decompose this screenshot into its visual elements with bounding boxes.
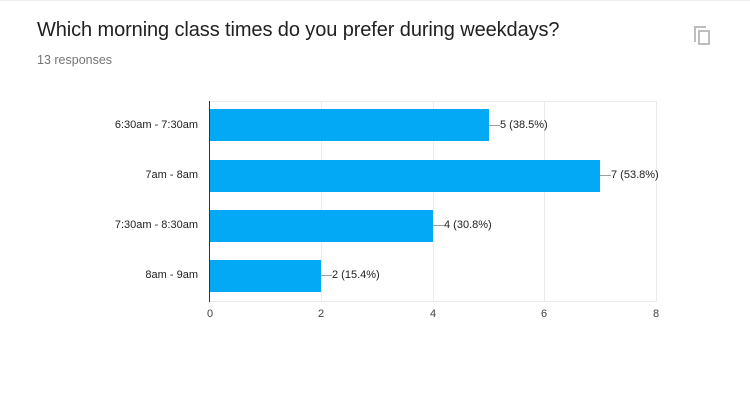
bar-7-30am-8-30am[interactable]	[210, 210, 433, 242]
copy-icon	[694, 26, 710, 45]
data-label: 7 (53.8%)	[611, 169, 659, 181]
leader-line	[600, 175, 611, 176]
x-tick-label: 2	[317, 308, 325, 320]
gridline-6	[544, 101, 545, 301]
x-tick-label: 4	[429, 308, 437, 320]
data-label: 4 (30.8%)	[444, 219, 492, 231]
category-label: 8am - 9am	[145, 269, 198, 281]
leader-line	[489, 125, 500, 126]
leader-line	[321, 275, 332, 276]
gridline-8	[656, 101, 657, 301]
copy-chart-button[interactable]	[692, 24, 714, 46]
data-label: 2 (15.4%)	[332, 269, 380, 281]
bar-6-30am-7-30am[interactable]	[210, 109, 489, 141]
bar-7am-8am[interactable]	[210, 160, 600, 192]
response-count: 13 responses	[37, 53, 113, 67]
question-title: Which morning class times do you prefer …	[37, 19, 560, 41]
data-label: 5 (38.5%)	[500, 119, 548, 131]
x-tick-label: 0	[206, 308, 214, 320]
category-label: 7:30am - 8:30am	[114, 219, 198, 231]
y-axis-line	[209, 101, 210, 302]
bar-8am-9am[interactable]	[210, 260, 321, 292]
gridline-2	[321, 101, 322, 301]
x-tick-label: 6	[540, 308, 548, 320]
x-tick-label: 8	[652, 308, 660, 320]
category-label: 7am - 8am	[145, 169, 198, 181]
category-label: 6:30am - 7:30am	[114, 119, 198, 131]
plot-bottom-border	[209, 301, 657, 302]
gridline-4	[433, 101, 434, 301]
leader-line	[433, 225, 444, 226]
